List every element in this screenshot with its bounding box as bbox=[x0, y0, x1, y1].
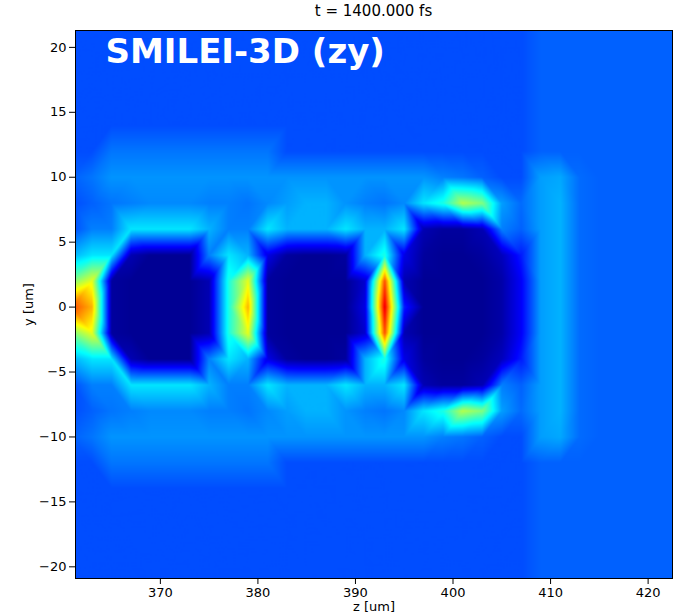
svg-text:420: 420 bbox=[636, 585, 661, 600]
svg-text:410: 410 bbox=[538, 585, 563, 600]
svg-text:−15: −15 bbox=[39, 494, 66, 509]
svg-text:5: 5 bbox=[58, 234, 66, 249]
svg-text:400: 400 bbox=[441, 585, 466, 600]
svg-text:z [um]: z [um] bbox=[353, 599, 395, 613]
html-text:t = 1400.000 fs: t = 1400.000 fs bbox=[314, 2, 433, 20]
svg-text:−10: −10 bbox=[39, 429, 66, 444]
svg-text:380: 380 bbox=[246, 585, 271, 600]
svg-text:0: 0 bbox=[58, 299, 66, 314]
svg-text:SMILEI-3D (zy): SMILEI-3D (zy) bbox=[106, 31, 385, 71]
svg-text:10: 10 bbox=[50, 169, 67, 184]
svg-text:y [um]: y [um] bbox=[21, 283, 36, 326]
svg-text:−20: −20 bbox=[39, 559, 66, 574]
svg-text:15: 15 bbox=[50, 104, 67, 119]
svg-text:370: 370 bbox=[148, 585, 173, 600]
svg-text:−5: −5 bbox=[47, 364, 66, 379]
svg-text:390: 390 bbox=[343, 585, 368, 600]
svg-text:20: 20 bbox=[50, 40, 67, 55]
